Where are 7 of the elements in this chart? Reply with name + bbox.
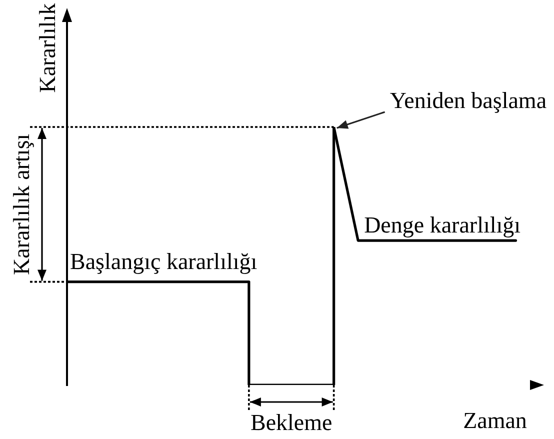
annotation: Bekleme	[250, 410, 332, 435]
text: Yeniden başlama	[390, 88, 547, 113]
annotation: Denge kararlılığı	[364, 212, 521, 238]
x-axis-title: Zaman	[463, 408, 528, 433]
y-axis-title: Kararlılık	[35, 2, 60, 93]
annotation: Başlangıç kararlılığı	[70, 248, 258, 274]
text: Kararlılık artışı	[9, 134, 34, 275]
